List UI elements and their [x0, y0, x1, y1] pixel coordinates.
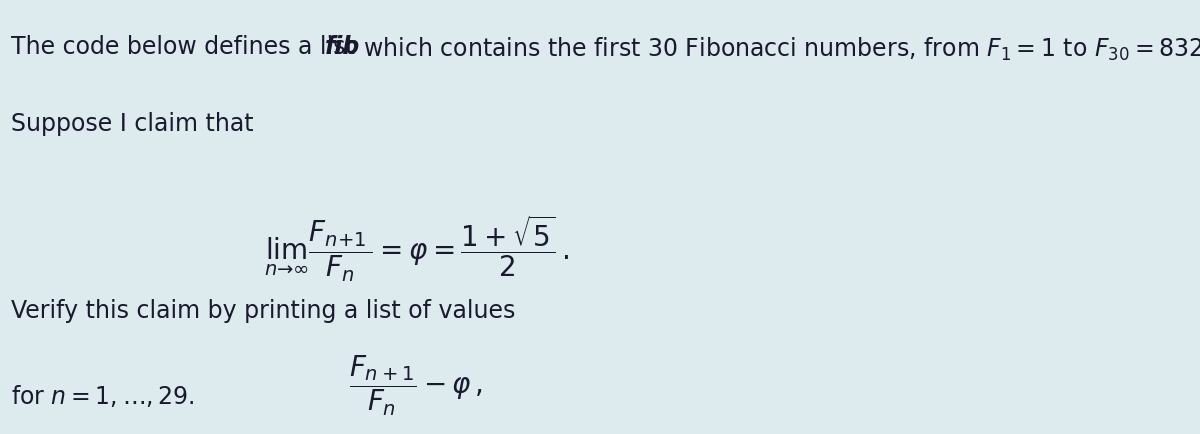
Text: for $n = 1,\ldots,29.$: for $n = 1,\ldots,29.$: [11, 382, 194, 408]
Text: Verify this claim by printing a list of values: Verify this claim by printing a list of …: [11, 298, 516, 322]
Text: which contains the first 30 Fibonacci numbers, from $F_1 = 1$ to $F_{30} = 83204: which contains the first 30 Fibonacci nu…: [356, 35, 1200, 62]
Text: Suppose I claim that: Suppose I claim that: [11, 112, 254, 135]
Text: The code below defines a list: The code below defines a list: [11, 35, 362, 59]
Text: $\lim_{n\to\infty}\dfrac{F_{n+1}}{F_n} = \varphi = \dfrac{1+\sqrt{5}}{2}\,.$: $\lim_{n\to\infty}\dfrac{F_{n+1}}{F_n} =…: [264, 214, 569, 283]
Text: fib: fib: [325, 35, 360, 59]
Text: $\dfrac{F_{n+1}}{F_n} - \varphi\,,$: $\dfrac{F_{n+1}}{F_n} - \varphi\,,$: [349, 353, 484, 418]
